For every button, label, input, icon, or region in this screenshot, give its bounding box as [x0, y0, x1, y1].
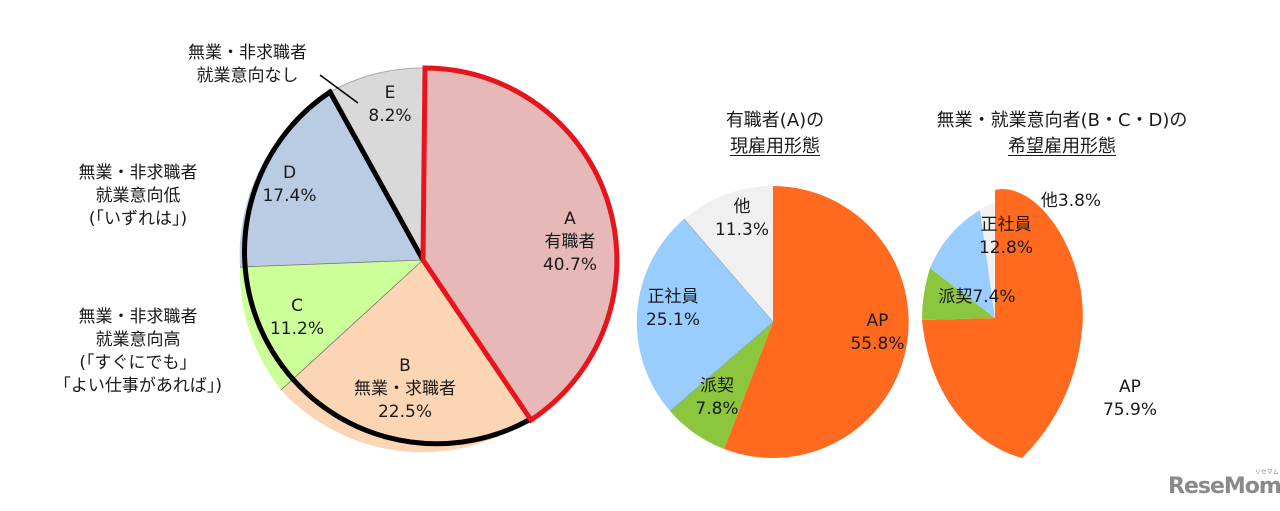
pie3-title-line2: 希望雇用形態 [1008, 136, 1116, 157]
slice-other [684, 185, 773, 322]
pie3-ap-pct: 75.9% [1102, 400, 1157, 420]
pie2-title-line2: 現雇用形態 [730, 136, 820, 157]
slice-seishain [636, 219, 773, 411]
pie2-haken-pct: 7.8% [695, 399, 739, 419]
slice-a-name: 有職者 [544, 232, 596, 252]
pie3-other-label: 他3.8% [1036, 190, 1106, 213]
pie3-seishain-pct: 12.8% [978, 238, 1033, 258]
pie2-seishain-label: 正社員 25.1% [638, 286, 708, 332]
slice-b-pct: 22.5% [377, 402, 432, 422]
pie2-title-line1: 有職者(A)の [725, 110, 825, 131]
pie2-seishain-name: 正社員 [647, 287, 699, 307]
pie2-other-label: 他 11.3% [712, 196, 772, 242]
slice-d-pct: 17.4% [262, 186, 317, 206]
pie3-haken-label: 派契7.4% [932, 286, 1022, 309]
slice-d-letter: D [282, 163, 297, 183]
annotation-c-line3: (「すぐにでも」 [79, 353, 197, 373]
pie2-ap-label: AP 55.8% [845, 310, 910, 356]
slice-other [980, 203, 995, 318]
pie3-other-text: 他3.8% [1040, 191, 1102, 211]
slice-ap [724, 186, 909, 458]
pie3-ap-label: AP 75.9% [1100, 376, 1160, 422]
main-pie [239, 65, 620, 453]
slice-b-letter: B [399, 356, 411, 376]
slice-c-letter: C [291, 296, 303, 316]
slice-a-label: A 有職者 40.7% [520, 208, 620, 277]
slice-a-pct: 40.7% [542, 255, 597, 275]
annotation-d-line1: 無業・非求職者 [78, 163, 198, 183]
slice-a-letter: A [564, 209, 576, 229]
pie2-ap-name: AP [866, 311, 889, 331]
annotation-e-line2: 就業意向なし [196, 66, 299, 86]
slice-haken [922, 268, 995, 320]
outline-bcd [242, 88, 531, 447]
logo-subtext: リセマム [1254, 469, 1279, 476]
annotation-d: 無業・非求職者 就業意向低 (「いずれは」) [58, 162, 218, 231]
pie3-title: 無業・就業意向者(B・C・D)の 希望雇用形態 [912, 108, 1212, 160]
pie3-seishain-label: 正社員 12.8% [970, 214, 1042, 260]
annotation-c-line1: 無業・非求職者 [78, 307, 198, 327]
slice-b-label: B 無業・求職者 22.5% [340, 355, 470, 424]
pie2-seishain-pct: 25.1% [645, 310, 700, 330]
slice-c-pct: 11.2% [269, 319, 324, 339]
slice-e-pct: 8.2% [368, 106, 412, 126]
pie2-title: 有職者(A)の 現雇用形態 [690, 108, 860, 160]
slice-b [281, 260, 529, 453]
pie2-other-name: 他 [733, 197, 751, 217]
slice-c-label: C 11.2% [262, 295, 332, 341]
pie3-ap-name: AP [1119, 377, 1141, 397]
annotation-e: 無業・非求職者 就業意向なし [170, 42, 325, 88]
pie3-seishain-name: 正社員 [980, 215, 1032, 235]
resemom-logo: ReseMom リセマム [1168, 469, 1280, 499]
annotation-c-line4: 「よい仕事があれば」) [53, 376, 223, 396]
slice-seishain [930, 210, 995, 318]
logo-text: ReseMom [1168, 474, 1280, 499]
slice-haken [670, 322, 773, 449]
slice-d-label: D 17.4% [252, 162, 327, 208]
leader-line-e [319, 74, 359, 104]
slice-c [239, 260, 423, 390]
slice-ap [922, 189, 1083, 458]
pie3-haken-text: 派契7.4% [938, 287, 1016, 307]
annotation-c-line2: 就業意向高 [95, 330, 181, 350]
slice-b-name: 無業・求職者 [354, 379, 456, 399]
annotation-d-line3: (「いずれは」) [88, 209, 188, 229]
annotation-c: 無業・非求職者 就業意向高 (「すぐにでも」 「よい仕事があれば」) [38, 306, 238, 398]
pie2-haken-label: 派契 7.8% [692, 375, 742, 421]
pie2-other-pct: 11.3% [714, 220, 769, 240]
pie2-haken-name: 派契 [700, 376, 734, 396]
annotation-e-line1: 無業・非求職者 [188, 43, 307, 63]
outline-a [420, 65, 620, 424]
pie2-ap-pct: 55.8% [850, 334, 905, 354]
pie-desired-employment [922, 189, 1083, 458]
slice-e [330, 68, 423, 260]
slice-e-label: E 8.2% [360, 82, 420, 128]
pie-current-employment [636, 185, 909, 458]
pie3-title-line1: 無業・就業意向者(B・C・D)の [936, 110, 1188, 131]
annotation-d-line2: 就業意向低 [95, 186, 181, 206]
slice-e-letter: E [384, 83, 396, 103]
